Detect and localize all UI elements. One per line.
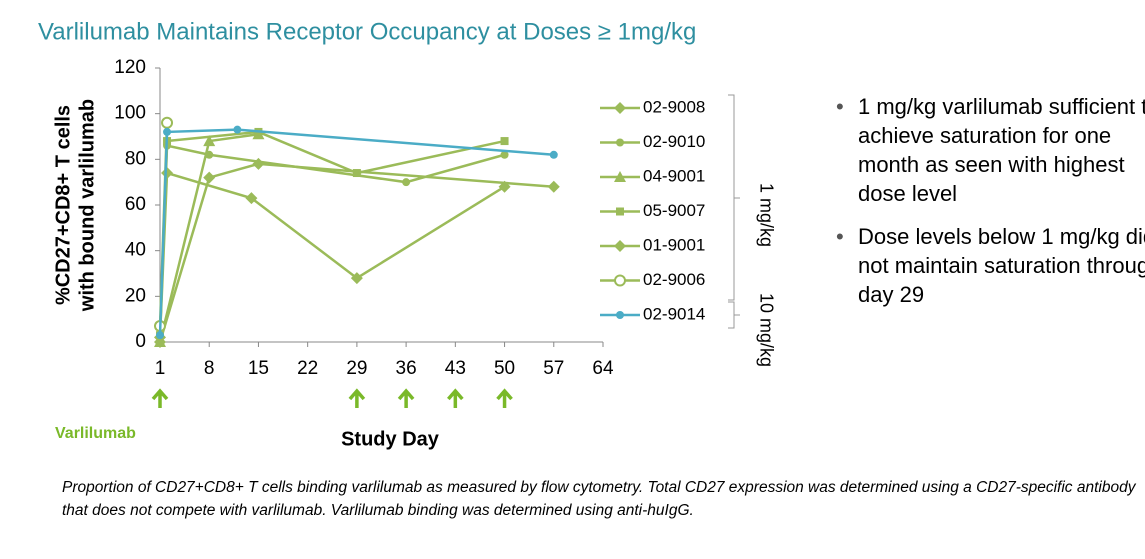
marker (549, 150, 558, 159)
marker (233, 125, 242, 134)
marker (616, 138, 624, 147)
dose-arrow (348, 388, 366, 408)
y-tick-label: 80 (125, 148, 146, 169)
marker (161, 116, 174, 129)
legend-label: 02-9014 (643, 304, 705, 323)
y-tick-label: 40 (125, 240, 146, 261)
legend-label: 02-9008 (643, 97, 705, 116)
marker (614, 171, 626, 182)
dose-group-label: 10 mg/kg (756, 293, 776, 367)
series-line (158, 171, 506, 338)
series-line (158, 130, 505, 336)
x-tick-label: 8 (204, 358, 215, 379)
x-tick-label: 29 (346, 358, 367, 379)
marker (500, 150, 509, 159)
dose-label: Varlilumab (55, 425, 136, 442)
marker (616, 207, 624, 216)
chart: Varlilumab Maintains Receptor Occupancy … (38, 18, 776, 450)
bullet: Dose levels below 1 mg/kg did not mainta… (836, 222, 1145, 309)
y-tick-label: 20 (125, 285, 146, 306)
x-axis-label: Study Day (341, 428, 440, 450)
y-tick-label: 120 (114, 57, 146, 78)
dose-arrow (496, 388, 513, 408)
x-tick-label: 36 (396, 358, 417, 379)
series-line (158, 132, 259, 343)
dose-arrow (397, 388, 415, 408)
marker (156, 331, 164, 340)
marker (500, 137, 509, 146)
dose-arrow (151, 388, 169, 408)
marker (614, 102, 626, 114)
dose-group-label: 1 mg/kg (756, 183, 776, 247)
dose-bracket (728, 94, 740, 329)
x-tick-label: 64 (592, 358, 614, 379)
marker (350, 272, 363, 285)
marker (203, 171, 216, 184)
marker (352, 169, 361, 178)
marker (163, 127, 172, 136)
bullet-list: 1 mg/kg varlilumab sufficient to achieve… (836, 92, 1145, 323)
y-tick-label: 60 (125, 194, 146, 215)
x-tick-label: 22 (297, 358, 318, 379)
marker (614, 240, 626, 252)
y-axis-label: with bound varlilumab (76, 99, 98, 312)
x-tick-label: 1 (155, 358, 166, 379)
legend-label: 01-9001 (643, 235, 705, 254)
marker (203, 135, 216, 147)
marker (614, 274, 626, 287)
x-tick-label: 50 (494, 358, 515, 379)
marker (252, 157, 265, 170)
marker (154, 336, 166, 348)
bullet: 1 mg/kg varlilumab sufficient to achieve… (836, 92, 1145, 208)
dose-arrow (447, 388, 464, 408)
legend-label: 02-9010 (643, 132, 705, 151)
series-line (158, 128, 554, 336)
marker (402, 178, 411, 187)
y-tick-label: 0 (135, 331, 146, 352)
legend-label: 04-9001 (643, 166, 705, 185)
marker (547, 180, 560, 193)
legend-label: 05-9007 (643, 201, 705, 220)
marker (616, 311, 624, 319)
x-tick-label: 43 (445, 358, 466, 379)
chart-title: Varlilumab Maintains Receptor Occupancy … (38, 18, 696, 45)
y-tick-label: 100 (114, 103, 146, 124)
y-axis-label: %CD27+CD8+ T cells (52, 105, 74, 305)
x-tick-label: 15 (248, 358, 269, 379)
legend-label: 02-9006 (643, 270, 705, 289)
caption: Proportion of CD27+CD8+ T cells binding … (62, 479, 1136, 519)
marker (245, 192, 258, 205)
x-tick-label: 57 (543, 358, 564, 379)
series-line (158, 162, 554, 343)
